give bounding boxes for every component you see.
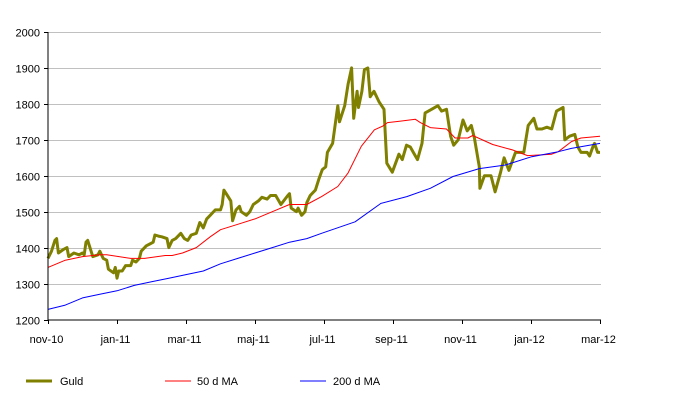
x-tick-label: maj-11 bbox=[237, 334, 270, 346]
y-tick-label: 2000 bbox=[16, 28, 40, 40]
y-tick-label: 1900 bbox=[16, 64, 40, 76]
y-tick-label: 1500 bbox=[16, 208, 40, 220]
y-tick-label: 1300 bbox=[16, 280, 40, 292]
gridlines bbox=[48, 32, 601, 285]
y-tick-label: 1400 bbox=[16, 244, 40, 256]
legend-label-200d-ma: 200 d MA bbox=[333, 376, 381, 388]
legend-label-50d-ma: 50 d MA bbox=[197, 376, 239, 388]
y-tick-label: 1200 bbox=[16, 316, 40, 328]
y-axis-ticks: 1200 1300 1400 1500 1600 1700 1800 1900 2000 bbox=[16, 28, 48, 328]
x-tick-label: sep-11 bbox=[375, 334, 408, 346]
y-tick-label: 1800 bbox=[16, 100, 40, 112]
x-tick-label: jan-11 bbox=[100, 334, 131, 346]
x-axis-ticks: nov-10 jan-11 mar-11 maj-11 jul-11 sep-11 nov-… bbox=[30, 320, 616, 346]
legend: Guld 50 d MA 200 d MA bbox=[26, 376, 381, 388]
y-tick-label: 1700 bbox=[16, 136, 40, 148]
series-lines bbox=[46, 66, 601, 310]
x-tick-label: nov-11 bbox=[444, 334, 477, 346]
x-tick-label: jan-12 bbox=[513, 334, 545, 346]
series-line-guld bbox=[46, 66, 600, 280]
series-line-50-d-ma bbox=[47, 118, 601, 268]
legend-label-guld: Guld bbox=[60, 376, 83, 388]
x-tick-label: mar-11 bbox=[167, 334, 201, 346]
y-tick-label: 1600 bbox=[16, 172, 40, 184]
x-tick-label: jul-11 bbox=[308, 334, 335, 346]
series-line-200-d-ma bbox=[47, 142, 601, 310]
x-tick-label: nov-10 bbox=[30, 334, 64, 346]
x-tick-label: mar-12 bbox=[581, 334, 616, 346]
